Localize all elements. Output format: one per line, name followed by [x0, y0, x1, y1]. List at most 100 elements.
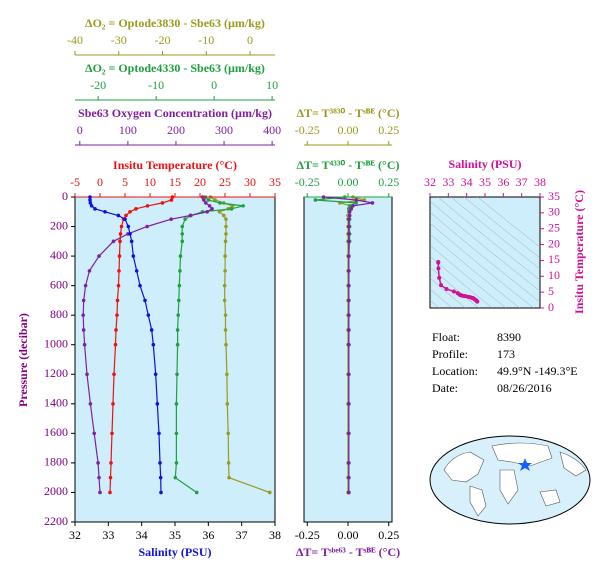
x-tick-label: 400	[263, 123, 281, 137]
profile-point	[321, 195, 326, 199]
x-tick-label: 0.25	[378, 528, 399, 542]
density-contour	[430, 211, 540, 303]
profile-point	[169, 217, 173, 221]
info-label: Location:	[432, 364, 478, 378]
x-tick-label: 38	[269, 528, 281, 542]
profile-point	[347, 461, 351, 465]
profile-point	[157, 431, 161, 436]
profile-point	[113, 342, 118, 347]
profile-point	[111, 239, 116, 244]
x-tick-label: -10	[148, 78, 164, 92]
x-tick-label: 100	[119, 123, 137, 137]
profile-point	[174, 431, 179, 436]
profile-point	[173, 475, 178, 480]
ts-point	[436, 260, 441, 265]
profile-point	[124, 213, 128, 218]
profile-point	[143, 298, 147, 303]
map-land	[499, 469, 519, 505]
density-contour	[430, 222, 535, 308]
plot-background	[74, 196, 276, 523]
profile-point	[224, 232, 228, 236]
profile-point	[82, 342, 87, 347]
profile-point	[145, 204, 150, 208]
profile-point	[159, 490, 163, 495]
x-tick-label: 36	[497, 175, 509, 189]
profile-point	[347, 475, 351, 480]
profile-point	[222, 283, 227, 288]
profile-point	[349, 207, 354, 211]
profile-point	[223, 239, 228, 244]
profile-point	[347, 269, 351, 273]
x-tick-label: 35	[269, 175, 281, 189]
ts-point	[444, 286, 449, 291]
x-tick-label: 0	[97, 175, 103, 189]
profile-point	[158, 475, 163, 480]
profile-point	[347, 490, 351, 495]
density-contour	[430, 233, 521, 308]
x-axis-title: ΔT= Tˢᵇᵉ⁶³ - Tˢᴮᴱ (°C)	[296, 545, 400, 559]
x-tick-label: 0	[77, 123, 83, 137]
x-axis-title: Salinity (PSU)	[138, 545, 211, 559]
profile-point	[160, 201, 165, 205]
y-tick-label: 10	[548, 268, 560, 282]
x-tick-label: 0.00	[338, 123, 359, 137]
x-tick-label: 20	[194, 175, 206, 189]
x-axis-title: ΔO₂ = Optode4330 - Sbe63 (µm/kg)	[85, 61, 265, 75]
x-tick-label: 300	[215, 123, 233, 137]
map-land	[469, 485, 487, 517]
profile-point	[180, 232, 185, 236]
y-tick-label: 600	[50, 277, 68, 291]
x-tick-label: 37	[516, 175, 528, 189]
profile-point	[88, 195, 92, 199]
profile-point	[134, 269, 139, 273]
x-tick-label: 30	[244, 175, 256, 189]
profile-point	[347, 213, 352, 218]
profile-point	[145, 224, 149, 229]
profile-point	[128, 209, 132, 214]
profile-point	[103, 209, 107, 214]
profile-point	[206, 198, 211, 202]
x-tick-label: -0.25	[295, 123, 320, 137]
y-tick-label: 35	[548, 189, 560, 203]
info-value: 08/26/2016	[497, 381, 552, 395]
x-tick-label: 0.00	[338, 528, 359, 542]
profile-point	[85, 372, 89, 377]
profile-point	[347, 402, 351, 406]
x-tick-label: 25	[219, 175, 231, 189]
info-value: 8390	[497, 330, 521, 344]
x-tick-label: 0	[247, 33, 253, 47]
profile-point	[180, 239, 185, 244]
profile-point	[347, 313, 351, 317]
ts-point	[439, 283, 443, 288]
profile-point	[174, 461, 179, 465]
profile-point	[128, 232, 132, 236]
density-contour	[463, 197, 540, 259]
profile-point	[112, 372, 116, 377]
profile-point	[93, 207, 97, 211]
x-tick-label: 15	[169, 175, 181, 189]
profile-point	[347, 328, 351, 332]
profile-point	[370, 201, 375, 205]
profile-point	[155, 402, 160, 406]
x-tick-label: 35	[479, 175, 491, 189]
ts-point	[451, 289, 456, 294]
profile-point	[87, 269, 92, 273]
x-tick-label: 0.00	[338, 175, 359, 189]
profile-line	[174, 196, 244, 493]
profile-point	[117, 254, 122, 258]
y-tick-label: 1200	[44, 366, 68, 380]
x-tick-label: -20	[90, 78, 106, 92]
x-tick-label: 0.25	[378, 123, 399, 137]
x-tick-label: 0	[211, 78, 217, 92]
profile-point	[347, 372, 351, 377]
profile-point	[88, 402, 93, 406]
x-tick-label: 33	[442, 175, 454, 189]
x-tick-label: 32	[424, 175, 436, 189]
profile-point	[227, 475, 231, 480]
profile-point	[347, 431, 351, 436]
y-tick-label: 0	[62, 189, 68, 203]
y-tick-label: 1000	[44, 336, 68, 350]
profile-point	[225, 402, 230, 406]
profile-point	[110, 431, 114, 436]
profile-point	[210, 207, 214, 211]
